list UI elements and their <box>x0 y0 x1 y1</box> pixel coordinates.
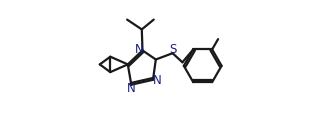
Text: N: N <box>127 82 136 95</box>
Text: N: N <box>153 74 161 87</box>
Text: N: N <box>135 43 143 55</box>
Text: S: S <box>169 43 176 56</box>
